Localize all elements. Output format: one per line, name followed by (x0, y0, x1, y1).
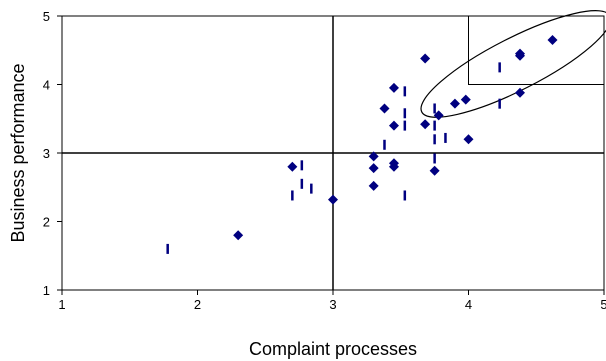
dash-point (433, 103, 436, 114)
y-axis-ticks: 1 2 3 4 5 (43, 9, 62, 298)
diamond-point (449, 98, 460, 109)
diamond-point (388, 161, 399, 172)
y-tick-label: 4 (43, 78, 50, 93)
diamond-point (547, 34, 558, 45)
highlight-box (468, 15, 605, 85)
dash-point (433, 153, 436, 164)
diamond-point (233, 230, 244, 241)
diamond-point (368, 163, 379, 174)
dash-point (291, 190, 294, 201)
diamond-point (433, 110, 444, 121)
plot-area (61, 10, 606, 291)
dash-point (166, 243, 169, 254)
dash-point (433, 120, 436, 131)
diamond-point (420, 53, 431, 64)
diamond-point (368, 180, 379, 191)
dash-point (498, 62, 501, 73)
x-tick-label: 4 (465, 297, 472, 312)
dash-point (403, 108, 407, 119)
dash-point (300, 160, 304, 171)
x-tick-label: 2 (194, 297, 201, 312)
x-tick-label: 1 (58, 297, 65, 312)
x-tick-label: 5 (600, 297, 606, 312)
dash-point (444, 132, 447, 143)
dash-point (403, 120, 407, 131)
diamond-point (420, 119, 431, 130)
y-tick-label: 5 (43, 9, 50, 24)
diamond-point (388, 120, 399, 131)
dash-point (433, 134, 436, 145)
y-axis-title: Business performance (8, 63, 28, 242)
diamond-point (463, 134, 474, 145)
y-tick-label: 1 (43, 283, 50, 298)
dash-point (403, 190, 407, 201)
diamond-point (287, 161, 298, 172)
diamond-point (379, 103, 390, 114)
diamond-point (514, 87, 525, 98)
dash-point (403, 86, 407, 97)
highlight-ellipse (420, 10, 606, 118)
diamond-point (328, 194, 338, 205)
dash-point (300, 178, 304, 189)
data-points (166, 34, 558, 254)
dash-point (383, 139, 386, 150)
dash-point (498, 98, 501, 109)
diamond-point (514, 50, 525, 61)
x-axis-ticks: 1 2 3 4 5 (58, 290, 606, 312)
y-tick-label: 2 (43, 215, 50, 230)
dash-point (310, 183, 313, 194)
diamond-point (429, 165, 440, 176)
diamond-point (388, 82, 399, 93)
x-axis-title: Complaint processes (249, 339, 417, 359)
x-tick-label: 3 (329, 297, 336, 312)
y-tick-label: 3 (43, 146, 50, 161)
diamond-point (460, 94, 471, 105)
diamond-point (368, 151, 379, 162)
